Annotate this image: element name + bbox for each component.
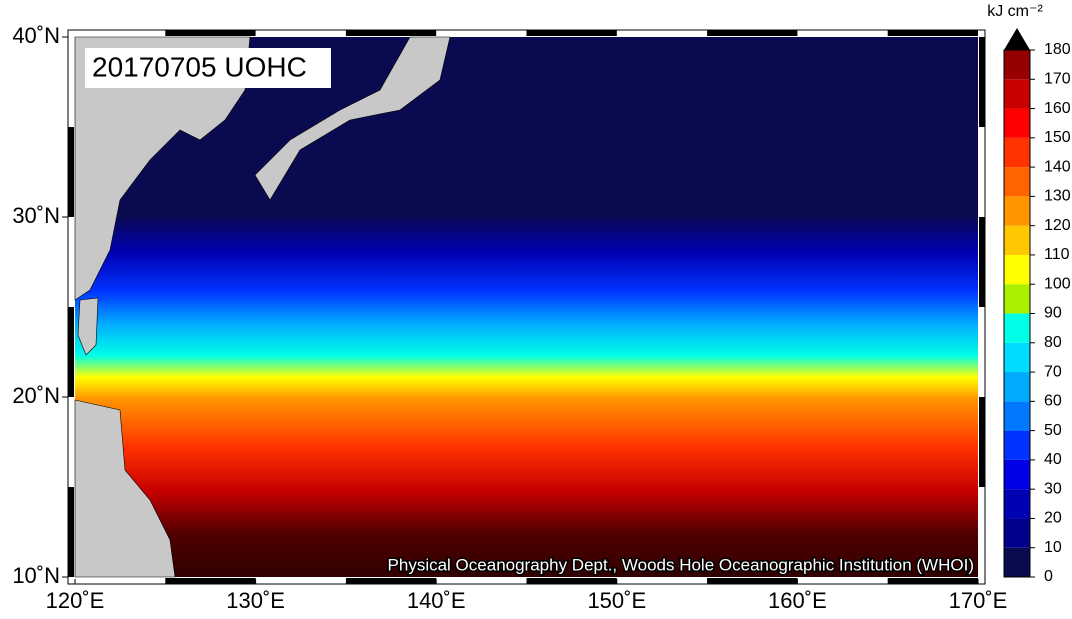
- frame-bar: [979, 217, 985, 307]
- credit: Physical Oceanography Dept., Woods Hole …: [388, 555, 974, 574]
- colorbar-tick-label: 40: [1044, 451, 1062, 468]
- frame-bar: [707, 30, 798, 36]
- y-tick-label: 40˚N: [12, 23, 60, 48]
- colorbar-segment: [1004, 167, 1030, 197]
- frame-bar: [526, 578, 617, 584]
- frame-bar: [68, 127, 74, 217]
- colorbar-segment: [1004, 196, 1030, 226]
- frame-bar: [887, 578, 978, 584]
- ohc-field: [75, 37, 978, 577]
- x-tick-label: 130˚E: [226, 588, 285, 613]
- colorbar-segment: [1004, 459, 1030, 490]
- colorbar-segment: [1004, 79, 1030, 109]
- colorbar-tick-label: 70: [1044, 363, 1062, 380]
- colorbar-tick-label: 100: [1044, 275, 1071, 292]
- colorbar-segment: [1004, 489, 1030, 519]
- frame-bar: [707, 578, 798, 584]
- colorbar-tick-label: 110: [1044, 246, 1070, 263]
- colorbar-tick-label: 180: [1044, 41, 1071, 58]
- colorbar-tick-label: 20: [1044, 510, 1062, 527]
- colorbar-tick-label: 120: [1044, 217, 1071, 234]
- colorbar-segment: [1004, 401, 1030, 431]
- frame-bar: [887, 30, 978, 36]
- colorbar-segment: [1004, 50, 1030, 80]
- frame-bar: [165, 578, 256, 584]
- frame-bar: [526, 30, 617, 36]
- colorbar-tick-label: 90: [1044, 305, 1062, 322]
- frame-bar: [979, 37, 985, 127]
- title-box: [85, 48, 331, 88]
- y-tick-label: 20˚N: [12, 383, 60, 408]
- frame-bar: [345, 30, 437, 36]
- y-tick-label: 10˚N: [12, 563, 60, 588]
- colorbar-tick-label: 30: [1044, 480, 1062, 497]
- x-tick-label: 160˚E: [768, 588, 827, 613]
- frame-bar: [165, 30, 256, 36]
- colorbar-tick-label: 80: [1044, 334, 1062, 351]
- colorbar-tick-label: 130: [1044, 188, 1071, 205]
- colorbar-tick-label: 0: [1044, 568, 1053, 585]
- colorbar-segment: [1004, 137, 1030, 168]
- land: [74, 36, 451, 578]
- colorbar-tick-label: 60: [1044, 393, 1062, 410]
- colorbar-segment: [1004, 108, 1030, 138]
- colorbar-tick-label: 50: [1044, 422, 1062, 439]
- x-tick-label: 120˚E: [46, 588, 105, 613]
- frame-bar: [979, 397, 985, 487]
- colorbar-segment: [1004, 518, 1030, 548]
- colorbar-tick-label: 10: [1044, 539, 1062, 556]
- colorbar-segment: [1004, 342, 1030, 373]
- colorbar-extension: [1004, 28, 1030, 50]
- map-title: 20170705 UOHC: [92, 51, 307, 82]
- colorbar-segment: [1004, 372, 1030, 402]
- colorbar-label: kJ cm⁻²: [987, 3, 1043, 20]
- frame-bar: [68, 487, 74, 577]
- frame-bars: [68, 30, 985, 584]
- x-tick-label: 170˚E: [949, 588, 1008, 613]
- frame-bar: [345, 578, 437, 584]
- x-tick-label: 150˚E: [587, 588, 646, 613]
- colorbar-segment: [1004, 284, 1030, 314]
- colorbar-segment: [1004, 547, 1030, 577]
- colorbar-tick-label: 160: [1044, 100, 1071, 117]
- colorbar-segment: [1004, 225, 1030, 255]
- colorbar-segment: [1004, 313, 1030, 343]
- y-tick-label: 30˚N: [12, 203, 60, 228]
- x-tick-label: 140˚E: [407, 588, 466, 613]
- colorbar-tick-label: 170: [1044, 70, 1071, 87]
- frame-bar: [68, 307, 74, 397]
- colorbar-segment: [1004, 430, 1030, 460]
- colorbar-segment: [1004, 254, 1030, 285]
- colorbar-tick-label: 150: [1044, 129, 1071, 146]
- colorbar-tick-label: 140: [1044, 158, 1071, 175]
